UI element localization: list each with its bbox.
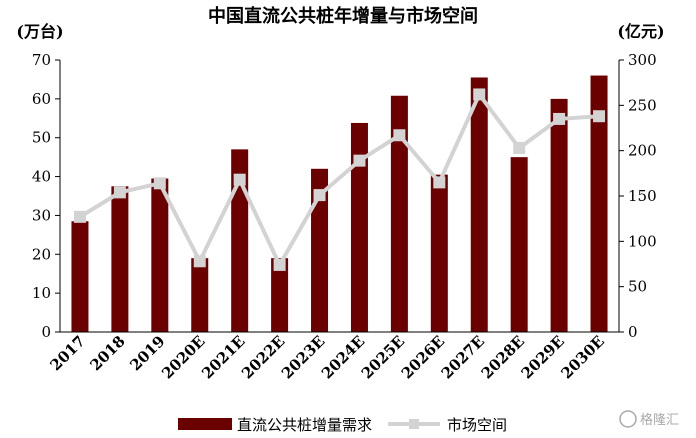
line-path	[78, 92, 600, 267]
x-tick-label: 2030E	[558, 332, 608, 382]
bar	[550, 98, 568, 332]
line-marker	[113, 186, 126, 199]
watermark-text: 格隆汇	[640, 412, 679, 428]
x-axis-ticks: 2017201820192020E2021E2022E2023E2024E202…	[47, 332, 608, 382]
watermark-logo-icon	[619, 410, 637, 428]
left-tick-label: 30	[32, 206, 51, 224]
x-tick-label: 2028E	[478, 332, 528, 382]
bar	[390, 95, 408, 333]
line-marker	[193, 255, 206, 268]
right-axis-unit: (亿元)	[617, 22, 664, 41]
line-marker	[513, 141, 526, 154]
legend: 直流公共桩增量需求 市场空间	[178, 416, 507, 434]
legend-bar-label: 直流公共桩增量需求	[237, 416, 372, 434]
x-tick-label: 2023E	[278, 332, 328, 382]
line-marker	[393, 129, 406, 142]
right-axis-ticks: 0 50 100 150 200 250 300	[619, 51, 657, 341]
bar	[470, 77, 488, 332]
left-tick-label: 20	[32, 245, 51, 263]
bar	[151, 178, 169, 332]
left-tick-label: 50	[32, 129, 51, 147]
bar	[590, 75, 608, 333]
line-marker	[233, 173, 246, 186]
bar	[111, 186, 129, 332]
axes	[59, 60, 620, 333]
line-marker	[313, 189, 326, 202]
x-tick-label: 2018	[86, 332, 128, 374]
left-axis-unit: (万台)	[16, 22, 63, 41]
right-tick-label: 150	[628, 187, 657, 205]
bar	[71, 221, 89, 332]
x-tick-label: 2025E	[358, 332, 408, 382]
line-marker	[553, 112, 566, 125]
line-marker	[593, 110, 606, 123]
watermark: 格隆汇	[619, 410, 679, 428]
left-tick-label: 0	[41, 323, 51, 341]
left-tick-label: 70	[32, 51, 51, 69]
line-marker	[433, 176, 446, 189]
bar	[191, 258, 209, 332]
x-tick-label: 2022E	[238, 332, 288, 382]
chart-title: 中国直流公共桩年增量与市场空间	[208, 5, 478, 27]
x-tick-label: 2027E	[438, 332, 488, 382]
bar-series	[71, 75, 608, 333]
right-tick-label: 50	[628, 278, 647, 296]
left-tick-label: 60	[32, 90, 51, 108]
line-marker	[73, 210, 86, 223]
legend-line-marker	[409, 419, 419, 429]
x-tick-label: 2020E	[158, 332, 208, 382]
legend-bar-swatch	[178, 418, 232, 430]
x-tick-label: 2026E	[398, 332, 448, 382]
x-tick-label: 2021E	[198, 332, 248, 382]
line-marker	[273, 258, 286, 271]
x-tick-label: 2017	[47, 332, 89, 374]
bar	[231, 149, 249, 332]
bar	[271, 258, 289, 332]
bar	[430, 174, 448, 332]
line-series	[73, 88, 606, 271]
line-marker	[473, 88, 486, 101]
right-tick-label: 0	[628, 323, 638, 341]
line-marker	[153, 177, 166, 190]
right-tick-label: 250	[628, 96, 657, 114]
x-tick-label: 2029E	[518, 332, 568, 382]
bar	[350, 122, 368, 332]
right-tick-label: 300	[628, 51, 657, 69]
left-axis-ticks: 0 10 20 30 40 50 60 70	[32, 51, 60, 341]
right-tick-label: 200	[628, 142, 657, 160]
left-tick-label: 40	[32, 168, 51, 186]
x-tick-label: 2024E	[318, 332, 368, 382]
right-tick-label: 100	[628, 232, 657, 250]
legend-line-label: 市场空间	[447, 416, 507, 434]
bar	[311, 168, 329, 332]
bar	[510, 157, 528, 332]
left-tick-label: 10	[32, 284, 51, 302]
line-marker	[353, 154, 366, 167]
